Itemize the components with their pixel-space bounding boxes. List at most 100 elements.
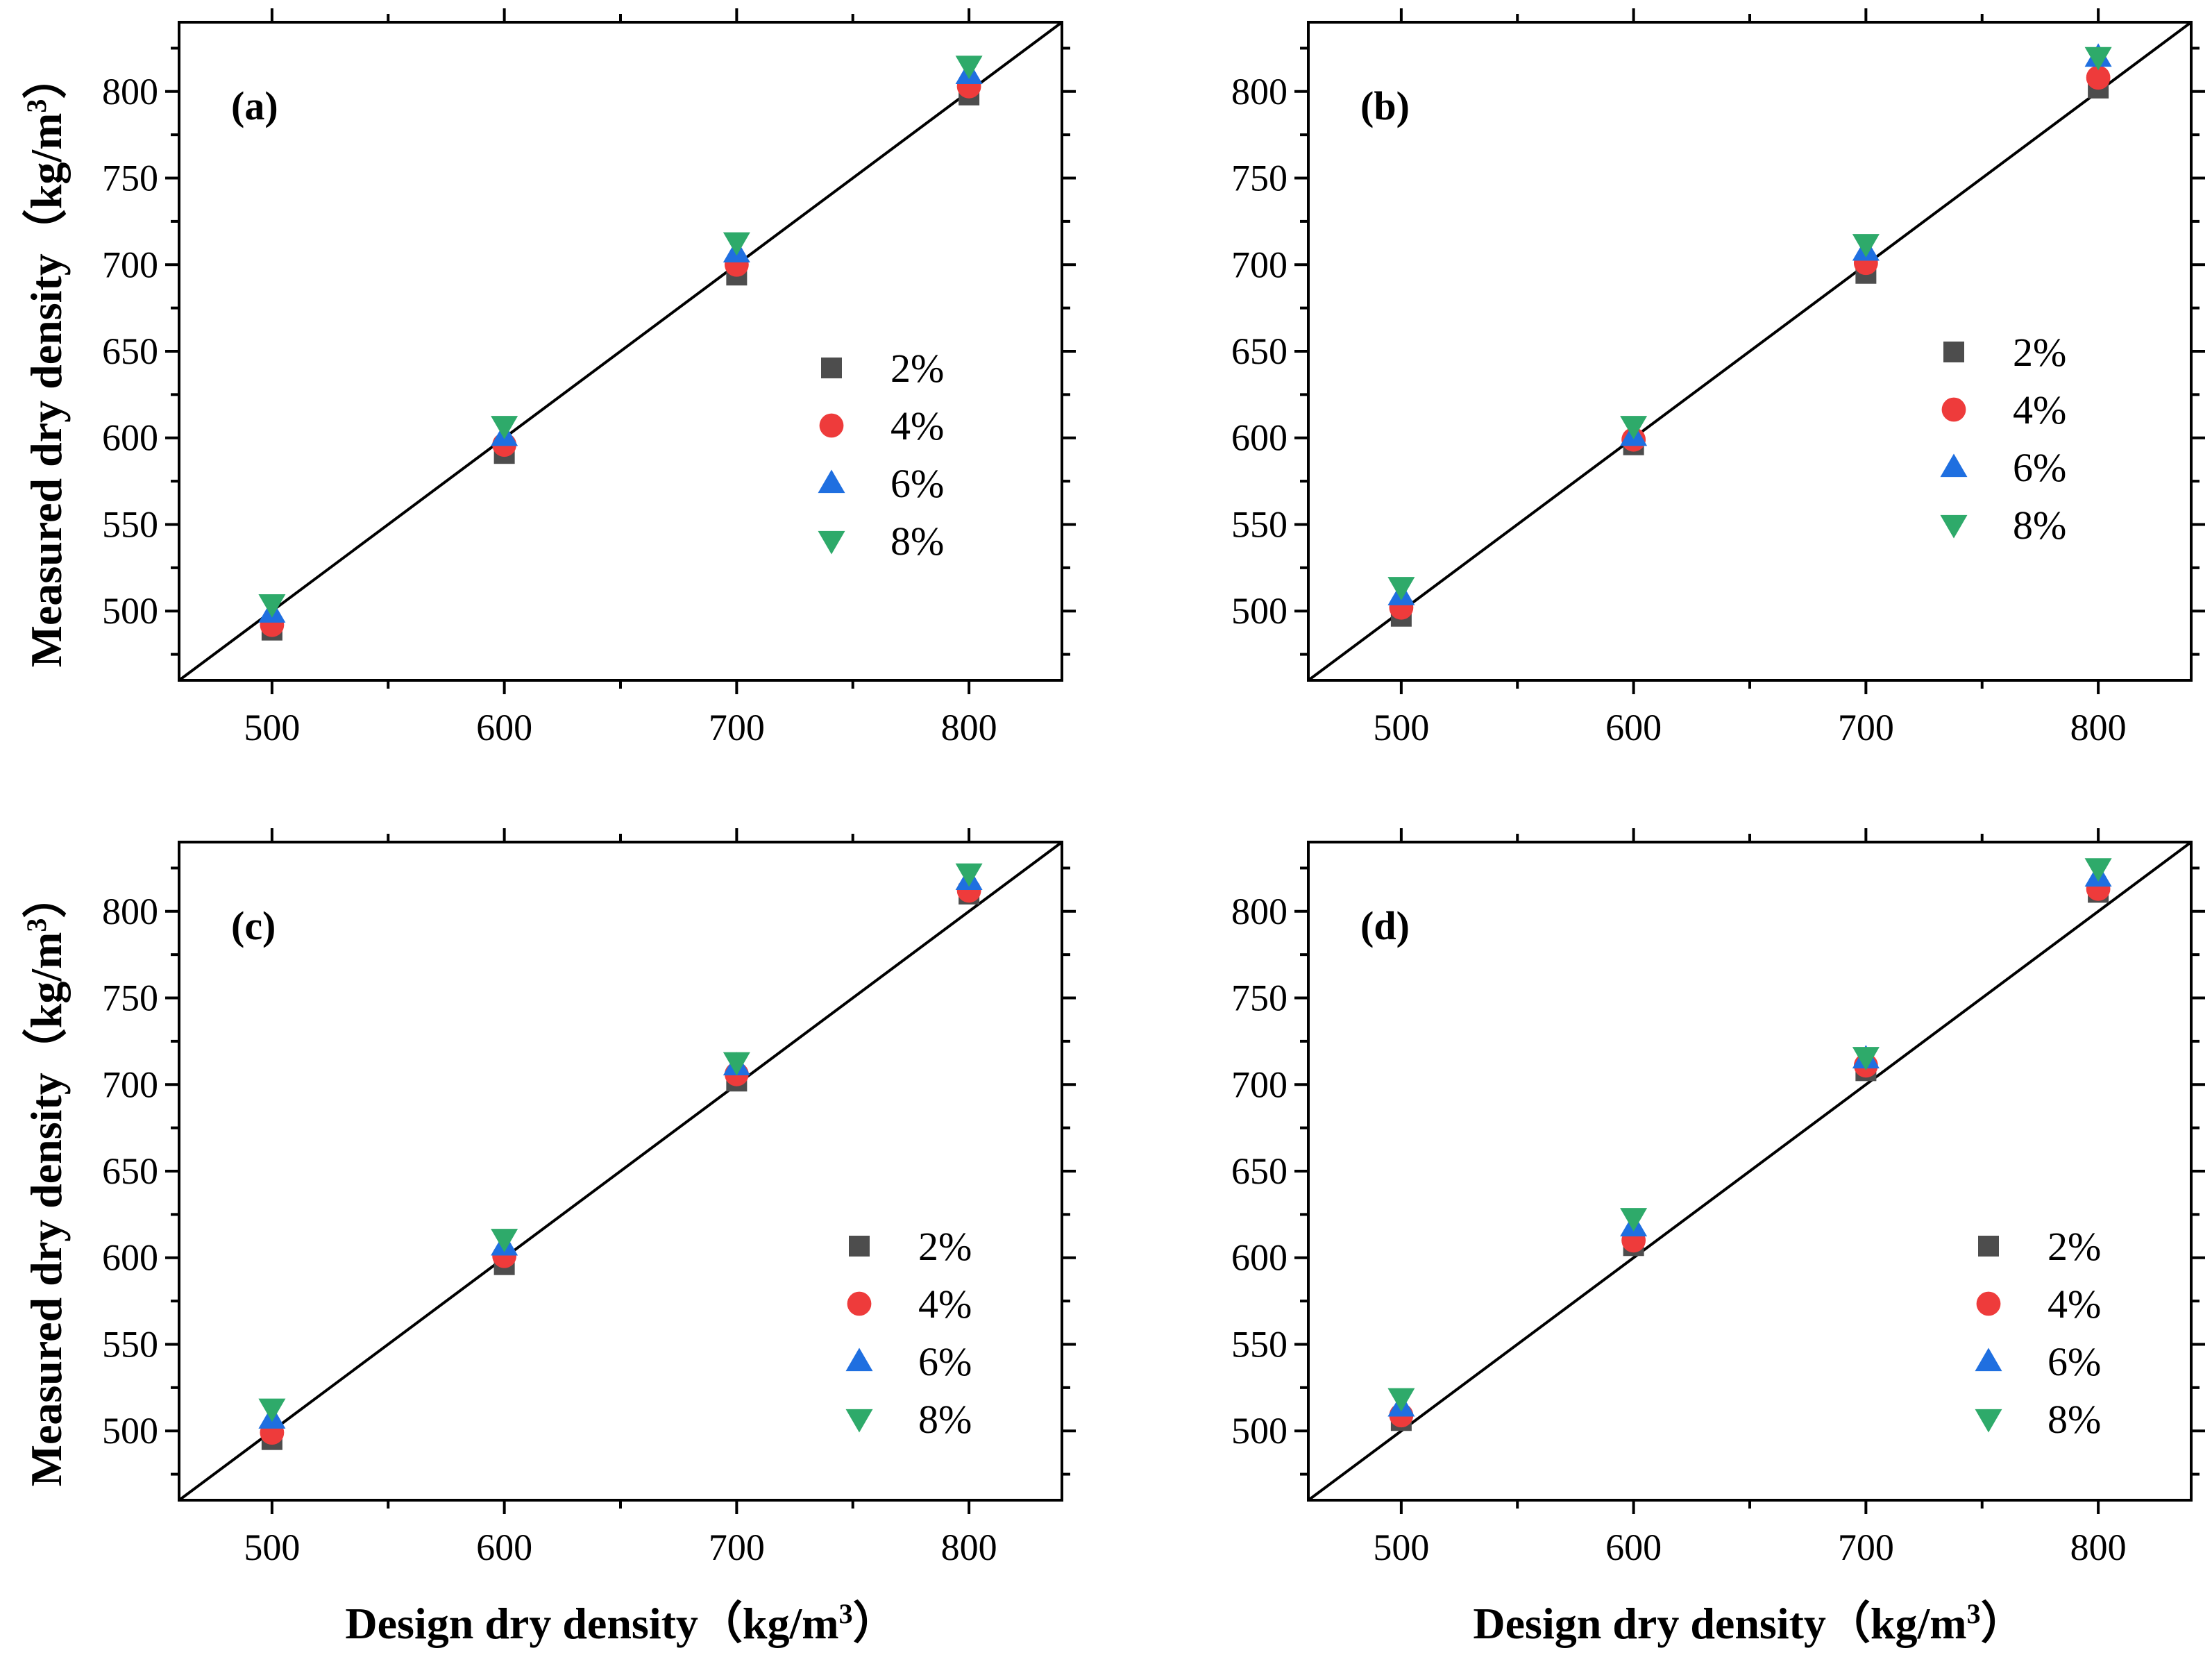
legend-label-8pct: 8% <box>918 1397 972 1442</box>
x-tick-label: 500 <box>244 1527 300 1568</box>
legend-marker-6pct <box>845 1347 873 1372</box>
panel-label: (d) <box>1360 903 1410 948</box>
y-tick-label: 500 <box>1231 1410 1287 1452</box>
data-point-8pct <box>1387 1388 1415 1412</box>
y-tick-label: 600 <box>1231 1237 1287 1279</box>
legend-marker-4pct <box>1941 397 1966 422</box>
data-point-8pct <box>723 1052 750 1076</box>
x-tick-label: 700 <box>709 707 765 748</box>
reference-line-y-equals-x <box>179 22 1062 680</box>
y-tick-label: 800 <box>102 891 158 932</box>
y-tick-label: 500 <box>102 1410 158 1452</box>
x-tick-label: 600 <box>476 1527 532 1568</box>
data-point-8pct <box>1620 416 1648 439</box>
x-tick-label: 800 <box>2070 707 2127 748</box>
y-tick-label: 700 <box>1231 244 1287 285</box>
legend-marker-2pct <box>821 358 842 378</box>
legend-label-6pct: 6% <box>2048 1339 2101 1384</box>
reference-line-y-equals-x <box>179 842 1062 1500</box>
y-tick-label: 650 <box>1231 1150 1287 1192</box>
y-tick-label: 550 <box>102 1323 158 1365</box>
y-tick-label: 550 <box>1231 503 1287 545</box>
chart-panel-3: 500 600 700 800 500 550 600 650 700 750 800 (c) 2% 4%… <box>102 828 1076 1568</box>
x-tick-label: 700 <box>709 1527 765 1568</box>
legend-marker-4pct <box>847 1291 872 1316</box>
x-axis-title-right: Design dry density（kg/m3） <box>1473 1598 2025 1649</box>
panel-label: (c) <box>231 903 276 948</box>
legend-label-2pct: 2% <box>918 1224 972 1269</box>
data-point-8pct <box>1387 577 1415 600</box>
legend-marker-4pct <box>819 413 844 438</box>
data-point-8pct <box>1852 234 1880 258</box>
legend-label-2pct: 2% <box>890 346 944 391</box>
data-point-8pct <box>258 1398 286 1422</box>
x-tick-label: 500 <box>1373 1527 1429 1568</box>
data-point-8pct <box>2084 858 2112 882</box>
y-tick-label: 650 <box>102 330 158 372</box>
legend-marker-4pct <box>1976 1291 2001 1316</box>
legend-label-6pct: 6% <box>2013 445 2066 490</box>
x-tick-label: 600 <box>1605 1527 1662 1568</box>
data-point-8pct <box>955 56 983 79</box>
panel-label: (a) <box>231 83 278 128</box>
data-point-8pct <box>1852 1047 1880 1070</box>
legend-label-2pct: 2% <box>2013 330 2066 375</box>
legend-marker-8pct <box>818 530 845 555</box>
y-axis-title-top: Measured dry density（kg/m3） <box>21 55 71 668</box>
y-tick-label: 550 <box>1231 1323 1287 1365</box>
y-tick-label: 700 <box>1231 1064 1287 1105</box>
data-point-8pct <box>491 416 518 439</box>
y-tick-label: 700 <box>102 1064 158 1105</box>
legend-label-8pct: 8% <box>890 519 944 564</box>
legend-label-4pct: 4% <box>2048 1282 2101 1327</box>
legend-marker-6pct <box>818 469 845 494</box>
y-tick-label: 750 <box>1231 977 1287 1019</box>
data-point-8pct <box>2084 47 2112 71</box>
legend-marker-6pct <box>1975 1347 2002 1372</box>
data-point-8pct <box>258 594 286 618</box>
legend-marker-6pct <box>1940 453 1968 478</box>
y-tick-label: 600 <box>1231 417 1287 459</box>
y-tick-label: 800 <box>1231 71 1287 112</box>
chart-panel-4: 500 600 700 800 500 550 600 650 700 750 800 (d) 2% 4%… <box>1231 828 2205 1568</box>
legend-marker-2pct <box>1943 342 1964 362</box>
legend-label-4pct: 4% <box>890 403 944 448</box>
data-point-8pct <box>1620 1208 1648 1232</box>
legend-label-8pct: 8% <box>2013 503 2066 548</box>
y-tick-label: 600 <box>102 1237 158 1279</box>
legend-label-8pct: 8% <box>2048 1397 2101 1442</box>
x-tick-label: 700 <box>1838 1527 1894 1568</box>
y-tick-label: 750 <box>102 977 158 1019</box>
x-axis-title-left: Design dry density（kg/m3） <box>345 1598 897 1649</box>
y-tick-label: 650 <box>102 1150 158 1192</box>
x-tick-label: 700 <box>1838 707 1894 748</box>
legend-label-6pct: 6% <box>918 1339 972 1384</box>
y-tick-label: 500 <box>102 590 158 632</box>
y-tick-label: 750 <box>102 158 158 199</box>
x-tick-label: 500 <box>244 707 300 748</box>
reference-line-y-equals-x <box>1308 22 2191 680</box>
legend-marker-8pct <box>1975 1409 2002 1433</box>
panel-label: (b) <box>1360 83 1410 128</box>
data-point-8pct <box>723 232 750 256</box>
data-point-4pct <box>2086 65 2111 90</box>
x-tick-label: 800 <box>2070 1527 2127 1568</box>
y-tick-label: 500 <box>1231 590 1287 632</box>
legend-marker-8pct <box>845 1409 873 1433</box>
legend-label-2pct: 2% <box>2048 1224 2101 1269</box>
data-point-8pct <box>491 1229 518 1252</box>
y-tick-label: 800 <box>1231 891 1287 932</box>
legend-marker-2pct <box>1978 1236 1999 1257</box>
data-point-8pct <box>955 863 983 887</box>
chart-panel-1: 500 600 700 800 500 550 600 650 700 750 800 (a) 2% 4%… <box>102 8 1076 748</box>
panels-group: 500 600 700 800 500 550 600 650 700 750 800 (a) 2% 4%… <box>102 8 2205 1568</box>
chart-panel-2: 500 600 700 800 500 550 600 650 700 750 800 (b) 2% 4%… <box>1231 8 2205 748</box>
y-tick-label: 800 <box>102 71 158 112</box>
x-tick-label: 500 <box>1373 707 1429 748</box>
reference-line-y-equals-x <box>1308 842 2191 1500</box>
y-tick-label: 600 <box>102 417 158 459</box>
y-tick-label: 750 <box>1231 158 1287 199</box>
legend-label-4pct: 4% <box>918 1282 972 1327</box>
x-tick-label: 600 <box>476 707 532 748</box>
